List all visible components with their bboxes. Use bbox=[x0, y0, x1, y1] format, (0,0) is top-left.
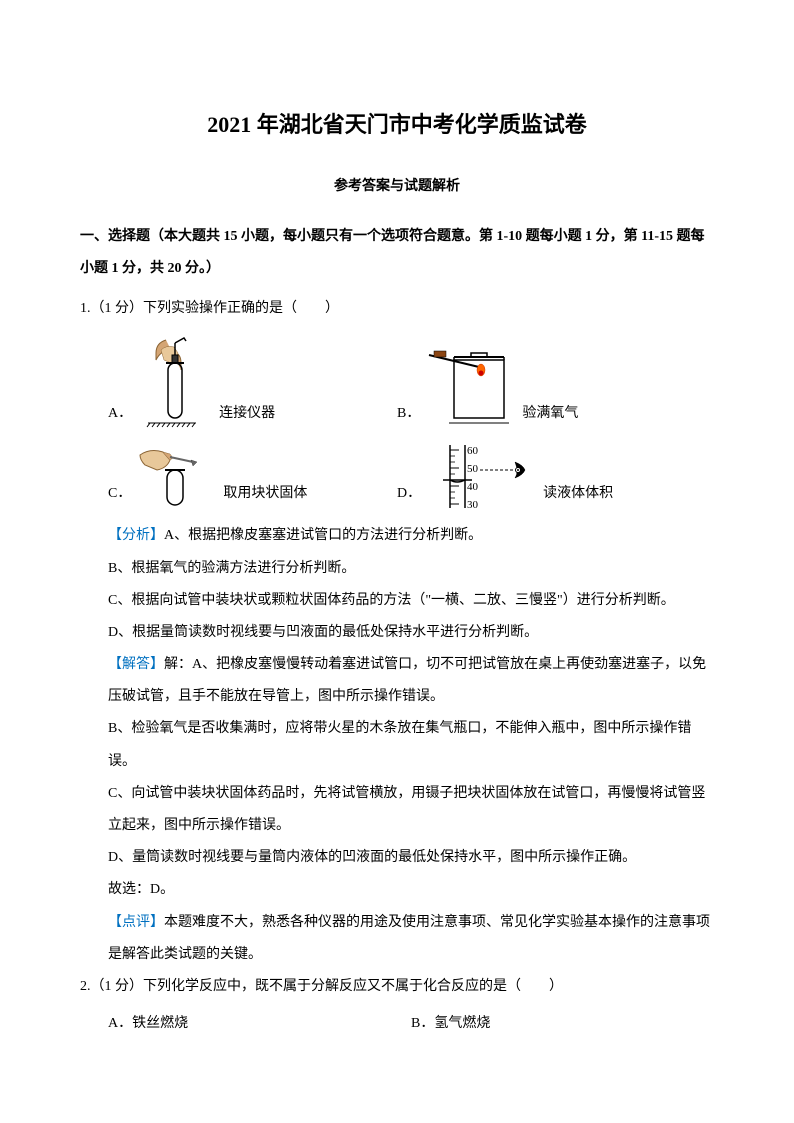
options-row-2: C． 取用块状固体 D． 60 50 bbox=[80, 440, 714, 510]
option-a-label: A． bbox=[108, 398, 132, 430]
solution-a: 【解答】解：A、把橡皮塞慢慢转动着塞进试管口，切不可把试管放在桌上再使劲塞进塞子… bbox=[108, 649, 714, 713]
option-c-text: 取用块状固体 bbox=[223, 478, 307, 510]
analysis-a: 【分析】A、根据把橡皮塞塞进试管口的方法进行分析判断。 bbox=[108, 520, 714, 552]
option-c-image bbox=[135, 440, 215, 510]
analysis-b: B、根据氧气的验满方法进行分析判断。 bbox=[108, 553, 714, 585]
solution-label: 【解答】 bbox=[108, 657, 164, 672]
option-b-label: B． bbox=[397, 398, 420, 430]
option-b: B． 验满氧气 bbox=[397, 335, 714, 430]
option-a-image bbox=[136, 335, 211, 430]
q2-optB-label: B． bbox=[411, 1016, 434, 1031]
svg-text:40: 40 bbox=[467, 481, 479, 493]
option-a: A． 连接仪器 bbox=[80, 335, 397, 430]
solution-b: B、检验氧气是否收集满时，应将带火星的木条放在集气瓶口，不能伸入瓶中，图中所示操… bbox=[108, 713, 714, 777]
q2-option-a: A．铁丝燃烧 bbox=[108, 1008, 411, 1040]
option-d-label: D． bbox=[397, 478, 421, 510]
q2-option-b: B．氢气燃烧 bbox=[411, 1008, 714, 1040]
option-b-text: 验满氧气 bbox=[522, 398, 578, 430]
analysis-d: D、根据量筒读数时视线要与凹液面的最低处保持水平进行分析判断。 bbox=[108, 617, 714, 649]
solution-c: C、向试管中装块状固体药品时，先将试管横放，用镊子把块状固体放在试管口，再慢慢将… bbox=[108, 778, 714, 842]
page-title: 2021 年湖北省天门市中考化学质监试卷 bbox=[80, 100, 714, 151]
analysis-c: C、根据向试管中装块状或颗粒状固体药品的方法（"一横、二放、三慢竖"）进行分析判… bbox=[108, 585, 714, 617]
option-c: C． 取用块状固体 bbox=[80, 440, 397, 510]
answer: 故选：D。 bbox=[108, 874, 714, 906]
page-subtitle: 参考答案与试题解析 bbox=[80, 171, 714, 203]
option-c-label: C． bbox=[108, 478, 131, 510]
review-text: 本题难度不大，熟悉各种仪器的用途及使用注意事项、常见化学实验基本操作的注意事项是… bbox=[108, 915, 710, 962]
analysis-label: 【分析】 bbox=[108, 528, 164, 543]
analysis-a-text: A、根据把橡皮塞塞进试管口的方法进行分析判断。 bbox=[164, 528, 482, 543]
options-row-1: A． 连接仪器 B． bbox=[80, 335, 714, 430]
review-label: 【点评】 bbox=[108, 915, 164, 930]
question-2-stem: 2.（1 分）下列化学反应中，既不属于分解反应又不属于化合反应的是（ ） bbox=[80, 971, 714, 1003]
option-d-text: 读液体体积 bbox=[543, 478, 613, 510]
question-1-stem: 1.（1 分）下列实验操作正确的是（ ） bbox=[80, 293, 714, 325]
svg-text:60: 60 bbox=[467, 445, 479, 457]
q2-optB-text: 氢气燃烧 bbox=[434, 1016, 490, 1031]
option-a-text: 连接仪器 bbox=[219, 398, 275, 430]
review: 【点评】本题难度不大，熟悉各种仪器的用途及使用注意事项、常见化学实验基本操作的注… bbox=[108, 907, 714, 971]
option-d-image: 60 50 40 30 bbox=[425, 440, 535, 510]
option-d: D． 60 50 40 30 bbox=[397, 440, 714, 510]
solution-a-text: 解：A、把橡皮塞慢慢转动着塞进试管口，切不可把试管放在桌上再使劲塞进塞子，以免压… bbox=[108, 657, 706, 704]
q2-optA-text: 铁丝燃烧 bbox=[132, 1016, 188, 1031]
section-header: 一、选择题（本大题共 15 小题，每小题只有一个选项符合题意。第 1-10 题每… bbox=[80, 221, 714, 285]
svg-text:50: 50 bbox=[467, 463, 479, 475]
option-b-image bbox=[424, 345, 514, 430]
q2-optA-label: A． bbox=[108, 1016, 132, 1031]
svg-text:30: 30 bbox=[467, 499, 479, 510]
q2-options: A．铁丝燃烧 B．氢气燃烧 bbox=[108, 1008, 714, 1040]
solution-d: D、量筒读数时视线要与量筒内液体的凹液面的最低处保持水平，图中所示操作正确。 bbox=[108, 842, 714, 874]
